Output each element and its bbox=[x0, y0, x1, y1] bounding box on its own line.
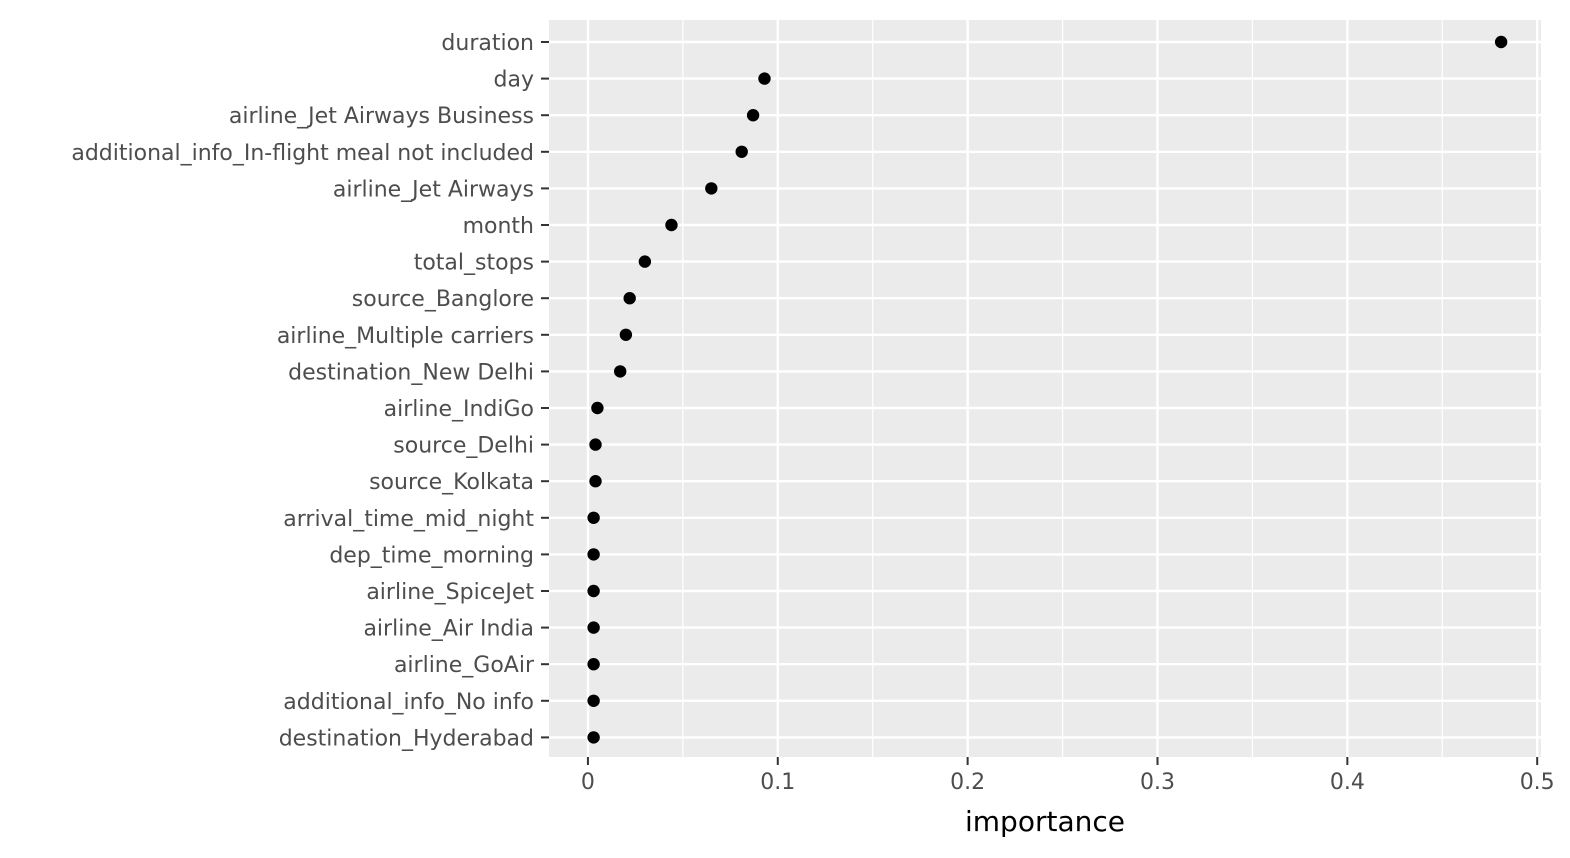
data-point bbox=[619, 328, 633, 341]
y-tick-label: airline_Jet Airways bbox=[333, 177, 534, 202]
y-tick-label: airline_Jet Airways Business bbox=[229, 104, 534, 129]
data-point bbox=[613, 365, 627, 378]
y-tick-label: airline_SpiceJet bbox=[366, 580, 534, 605]
data-point bbox=[746, 109, 760, 122]
data-point bbox=[587, 511, 600, 524]
y-tick-label: additional_info_In-flight meal not inclu… bbox=[71, 141, 534, 166]
y-tick-label: airline_Air India bbox=[363, 617, 534, 642]
x-tick-label: 0.2 bbox=[950, 770, 985, 795]
y-tick-label: arrival_time_mid_night bbox=[283, 507, 534, 532]
data-point bbox=[665, 218, 678, 232]
y-tick-label: destination_Hyderabad bbox=[279, 726, 534, 751]
x-tick-label: 0 bbox=[581, 770, 595, 795]
data-point bbox=[587, 658, 600, 671]
y-tick-label: source_Kolkata bbox=[369, 470, 534, 495]
y-tick-label: month bbox=[463, 214, 534, 239]
data-point bbox=[589, 475, 602, 488]
data-point bbox=[638, 255, 652, 268]
y-tick-label: day bbox=[494, 68, 534, 93]
data-point bbox=[589, 438, 602, 451]
x-axis-title: importance bbox=[965, 805, 1125, 838]
y-tick-label: airline_GoAir bbox=[394, 653, 535, 678]
data-point bbox=[587, 731, 600, 744]
y-tick-label: additional_info_No info bbox=[283, 690, 534, 715]
y-tick-label: destination_New Delhi bbox=[288, 360, 534, 385]
x-tick-label: 0.1 bbox=[760, 770, 795, 795]
x-axis: 0 0.1 0.2 0.3 0.4 0.5 bbox=[581, 757, 1555, 795]
y-tick-label: source_Delhi bbox=[393, 434, 534, 459]
y-axis: duration day airline_Jet Airways Business a… bbox=[71, 31, 549, 751]
major-gridlines bbox=[549, 20, 1541, 757]
y-tick-label: airline_Multiple carriers bbox=[277, 324, 534, 349]
y-tick-label: dep_time_morning bbox=[329, 543, 534, 568]
plot-panel bbox=[549, 20, 1541, 757]
data-point bbox=[705, 182, 718, 195]
data-point bbox=[587, 548, 600, 561]
data-point bbox=[735, 145, 748, 158]
data-point bbox=[587, 694, 600, 707]
y-tick-label: total_stops bbox=[414, 251, 534, 276]
data-point bbox=[623, 292, 636, 305]
x-tick-label: 0.3 bbox=[1140, 770, 1175, 795]
x-tick-label: 0.5 bbox=[1520, 770, 1555, 795]
y-tick-label: airline_IndiGo bbox=[384, 397, 534, 422]
minor-gridlines bbox=[682, 20, 1443, 757]
data-points bbox=[587, 35, 1508, 744]
data-point bbox=[1494, 35, 1508, 49]
data-point bbox=[587, 584, 600, 598]
x-tick-label: 0.4 bbox=[1330, 770, 1365, 795]
data-point bbox=[591, 401, 604, 415]
y-tick-label: source_Banglore bbox=[352, 287, 534, 312]
data-point bbox=[587, 621, 600, 634]
data-point bbox=[758, 72, 771, 85]
y-tick-label: duration bbox=[441, 31, 534, 56]
